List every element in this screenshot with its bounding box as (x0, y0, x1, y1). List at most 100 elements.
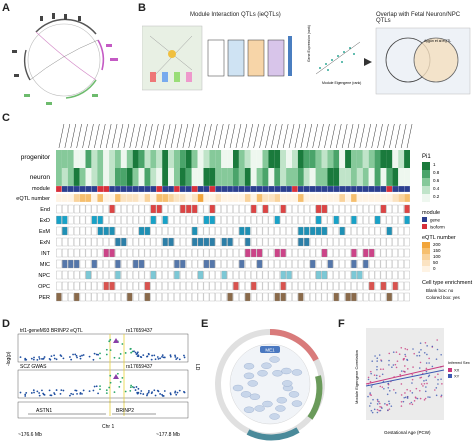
locus-point (82, 389, 85, 392)
network-node (281, 367, 292, 375)
eqtl-cell (185, 193, 192, 203)
enrich-cell (374, 281, 381, 291)
enrich-cell (363, 237, 369, 247)
heat-cell (362, 168, 369, 186)
module-cell (303, 185, 310, 193)
enrich-cell (292, 292, 298, 302)
enrich-cell (286, 292, 292, 302)
locus-point (176, 357, 179, 359)
enrich-cell (191, 292, 198, 302)
heat-cell (356, 150, 363, 168)
module-cell (61, 185, 68, 193)
enrich-cell (97, 259, 103, 269)
enrich-cell (203, 215, 210, 225)
scatter-point (406, 368, 409, 370)
enrich-cell (197, 226, 204, 236)
svg-text:rs17659437: rs17659437 (126, 364, 153, 370)
enrich-cell (250, 237, 257, 247)
enrich-cell (68, 248, 74, 258)
panel-e-circular-network: ME1 (215, 329, 325, 441)
enrich-cell (127, 281, 133, 291)
heat-cell (150, 168, 157, 186)
scatter-point (376, 411, 379, 414)
module-cell (404, 185, 411, 193)
scatter-point (388, 400, 390, 403)
eqtl-cell (179, 193, 186, 203)
enrich-cell (197, 215, 204, 225)
eqtl-cell (297, 193, 304, 203)
enrich-cell (79, 204, 86, 214)
enrich-cell (103, 270, 109, 280)
e-center-label: ME1 (265, 348, 275, 353)
scatter-point (379, 368, 382, 371)
legend-enrichment: Cell type enrichment Blank box: no Color… (422, 280, 473, 300)
enrich-cell (97, 270, 103, 280)
scatter-point (367, 395, 369, 398)
locus-point (92, 358, 95, 361)
scatter-point (378, 375, 381, 378)
locus-point (174, 390, 177, 393)
locus-point (109, 338, 112, 341)
enrich-cell (315, 204, 322, 214)
heat-cell (292, 150, 298, 168)
locus-point (183, 390, 185, 393)
enrich-cell (73, 226, 80, 236)
scatter-point (369, 392, 371, 394)
svg-text:0.4: 0.4 (433, 186, 440, 191)
enrich-cell (386, 215, 393, 225)
scatter-point (400, 346, 403, 349)
column-label-mark (206, 123, 212, 149)
enrich-cell (197, 270, 204, 280)
enrich-cell (386, 248, 393, 258)
scatter-point (404, 353, 406, 356)
enrich-cell (56, 259, 62, 269)
heat-cell (321, 150, 328, 168)
locus-point (118, 385, 121, 388)
enrich-cell (233, 281, 239, 291)
enrich-cell (380, 270, 387, 280)
heat-cell (262, 150, 269, 168)
enrich-cell (191, 204, 198, 214)
scatter-point (416, 397, 419, 400)
scatter-point (426, 353, 428, 356)
scatter-point (388, 402, 391, 405)
enrich-cell (315, 215, 322, 225)
heat-cell (386, 150, 393, 168)
heat-cell (351, 150, 357, 168)
eqtl-cell (368, 193, 375, 203)
enrich-cell (62, 226, 68, 236)
enrich-cell (85, 226, 92, 236)
eqtl-cell (97, 193, 104, 203)
enrich-cell (68, 281, 74, 291)
enrich-cell (386, 259, 393, 269)
eqtl-cell (327, 193, 334, 203)
locus-point (161, 354, 164, 357)
locus-point (129, 386, 132, 389)
scatter-point (419, 377, 421, 379)
enrich-cell (398, 237, 404, 247)
locus-point (146, 394, 148, 397)
locus-point (19, 391, 22, 394)
locus-point (148, 390, 150, 392)
scatter-point (383, 387, 385, 390)
enrich-cell (233, 237, 239, 247)
network-node (243, 372, 255, 379)
enrich-cell (268, 248, 275, 258)
enrich-cell (250, 270, 257, 280)
enrich-cell (180, 270, 186, 280)
enrich-cell (174, 226, 180, 236)
enrich-cell (91, 270, 98, 280)
scatter-point (423, 399, 426, 401)
enrich-cell (239, 204, 245, 214)
eqtl-cell (350, 193, 358, 203)
legend-pi1: Pi1 1 0.8 0.6 0.4 0.2 (422, 154, 440, 202)
enrich-cell (215, 237, 221, 247)
heat-cell (168, 168, 174, 186)
module-cell (179, 185, 186, 193)
enrich-cell (292, 237, 298, 247)
enrich-cell (386, 281, 393, 291)
column-label-mark (188, 123, 194, 149)
eqtl-cell (232, 193, 240, 203)
enrich-cell (262, 204, 269, 214)
heat-cell (380, 168, 387, 186)
